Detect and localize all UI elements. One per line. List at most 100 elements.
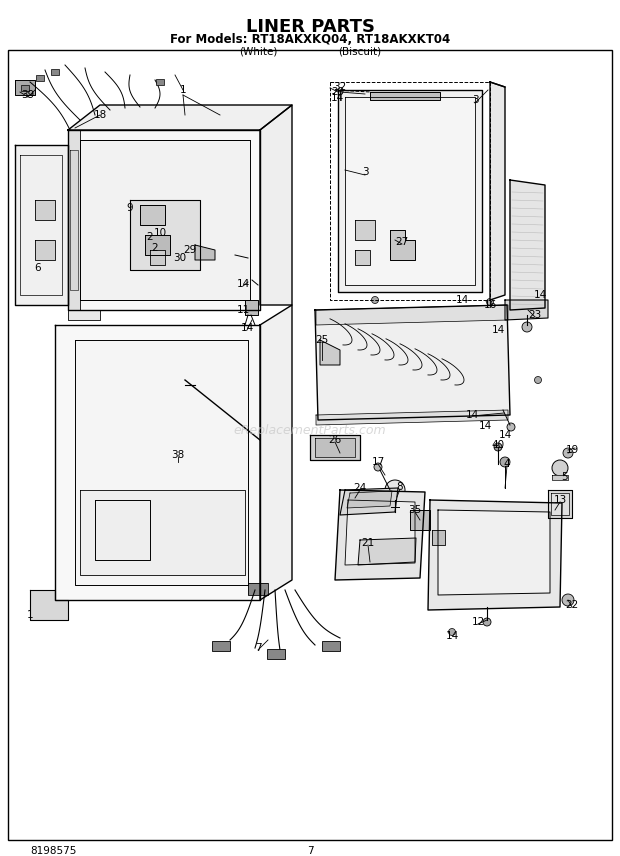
Text: 14: 14 bbox=[533, 290, 547, 300]
Polygon shape bbox=[355, 250, 370, 265]
Circle shape bbox=[448, 628, 456, 635]
Polygon shape bbox=[75, 340, 248, 585]
Bar bbox=[212, 641, 230, 651]
Polygon shape bbox=[347, 491, 392, 508]
Circle shape bbox=[468, 533, 512, 577]
Polygon shape bbox=[315, 438, 355, 457]
Polygon shape bbox=[428, 500, 562, 610]
Text: 2: 2 bbox=[147, 232, 153, 242]
Text: For Models: RT18AKXKQ04, RT18AKXKT04: For Models: RT18AKXKQ04, RT18AKXKT04 bbox=[170, 33, 450, 46]
Text: 2: 2 bbox=[152, 243, 158, 253]
Text: 14: 14 bbox=[330, 93, 343, 103]
Text: 26: 26 bbox=[329, 435, 342, 445]
Bar bbox=[156, 79, 164, 85]
Text: 35: 35 bbox=[409, 505, 422, 515]
Circle shape bbox=[382, 269, 388, 275]
Circle shape bbox=[500, 457, 510, 467]
Text: 1: 1 bbox=[27, 610, 33, 620]
Bar bbox=[21, 85, 29, 91]
Polygon shape bbox=[150, 250, 165, 265]
Circle shape bbox=[534, 377, 541, 383]
Circle shape bbox=[494, 443, 502, 451]
Text: 14: 14 bbox=[455, 295, 469, 305]
Bar bbox=[51, 69, 59, 75]
Polygon shape bbox=[390, 230, 415, 260]
Polygon shape bbox=[316, 410, 508, 425]
Circle shape bbox=[247, 255, 253, 261]
Polygon shape bbox=[345, 500, 415, 565]
Circle shape bbox=[255, 282, 261, 288]
Text: 12: 12 bbox=[471, 617, 485, 627]
Text: 19: 19 bbox=[565, 445, 578, 455]
Polygon shape bbox=[551, 493, 569, 515]
Text: 13: 13 bbox=[554, 495, 567, 505]
Circle shape bbox=[562, 594, 574, 606]
Text: 3: 3 bbox=[472, 95, 478, 105]
Text: 8: 8 bbox=[397, 482, 404, 492]
Text: 16: 16 bbox=[484, 300, 497, 310]
Text: 21: 21 bbox=[361, 538, 374, 548]
Text: (Biscuit): (Biscuit) bbox=[339, 46, 381, 56]
Circle shape bbox=[552, 460, 568, 476]
Text: 27: 27 bbox=[396, 237, 409, 247]
Polygon shape bbox=[68, 105, 292, 130]
Circle shape bbox=[487, 299, 494, 306]
Text: 7: 7 bbox=[255, 643, 261, 653]
Polygon shape bbox=[316, 305, 508, 325]
Text: 25: 25 bbox=[316, 335, 329, 345]
Text: 10: 10 bbox=[153, 228, 167, 238]
Polygon shape bbox=[68, 130, 80, 310]
Polygon shape bbox=[68, 130, 260, 310]
Circle shape bbox=[478, 543, 502, 567]
Text: 38: 38 bbox=[171, 450, 185, 460]
Bar bbox=[322, 641, 340, 651]
Polygon shape bbox=[310, 435, 360, 460]
Circle shape bbox=[360, 272, 366, 278]
Text: eReplacementParts.com: eReplacementParts.com bbox=[234, 424, 386, 437]
Text: 23: 23 bbox=[528, 310, 542, 320]
Polygon shape bbox=[130, 200, 200, 270]
Text: 11: 11 bbox=[236, 305, 250, 315]
Polygon shape bbox=[80, 140, 250, 300]
Text: 4: 4 bbox=[503, 459, 510, 469]
Polygon shape bbox=[355, 220, 375, 240]
Text: 17: 17 bbox=[371, 457, 384, 467]
Circle shape bbox=[202, 250, 218, 266]
Text: 8198575: 8198575 bbox=[30, 846, 76, 856]
Circle shape bbox=[522, 322, 532, 332]
Polygon shape bbox=[35, 200, 55, 220]
Circle shape bbox=[374, 463, 382, 471]
Text: 18: 18 bbox=[94, 110, 107, 120]
Polygon shape bbox=[340, 488, 398, 515]
Text: 14: 14 bbox=[479, 421, 492, 431]
Text: LINER PARTS: LINER PARTS bbox=[246, 18, 374, 36]
Text: 7: 7 bbox=[307, 846, 313, 856]
Polygon shape bbox=[80, 490, 245, 575]
Text: 40: 40 bbox=[492, 440, 505, 450]
Polygon shape bbox=[315, 305, 510, 420]
Text: 9: 9 bbox=[126, 203, 133, 213]
Text: 14: 14 bbox=[236, 279, 250, 289]
Polygon shape bbox=[370, 92, 440, 100]
Polygon shape bbox=[552, 475, 568, 480]
Text: 32: 32 bbox=[334, 82, 347, 92]
Polygon shape bbox=[438, 510, 550, 595]
Text: (White): (White) bbox=[239, 46, 277, 56]
Text: 29: 29 bbox=[184, 245, 197, 255]
Bar bbox=[36, 75, 44, 81]
Circle shape bbox=[371, 296, 378, 304]
Polygon shape bbox=[548, 490, 572, 518]
Bar bbox=[267, 649, 285, 659]
Text: 14: 14 bbox=[241, 323, 254, 333]
Polygon shape bbox=[30, 590, 68, 620]
Polygon shape bbox=[248, 583, 268, 595]
Circle shape bbox=[385, 480, 405, 500]
Text: 14: 14 bbox=[445, 631, 459, 641]
Circle shape bbox=[380, 140, 450, 210]
Polygon shape bbox=[358, 538, 416, 565]
Polygon shape bbox=[68, 310, 100, 320]
Text: 3: 3 bbox=[361, 167, 368, 177]
Polygon shape bbox=[510, 180, 545, 310]
Polygon shape bbox=[15, 145, 68, 305]
Polygon shape bbox=[490, 82, 505, 300]
